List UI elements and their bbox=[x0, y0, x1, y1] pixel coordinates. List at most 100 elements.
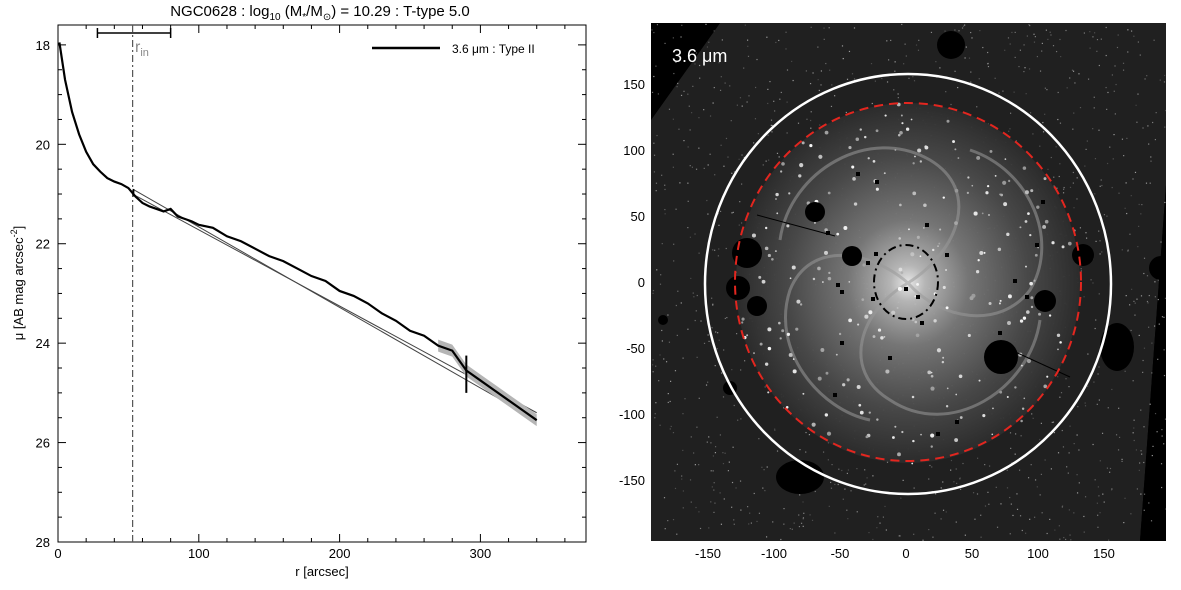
noise-speck bbox=[712, 455, 715, 457]
star-knot bbox=[826, 431, 832, 436]
noise-speck bbox=[691, 166, 693, 168]
noise-speck bbox=[711, 327, 713, 329]
star-knot bbox=[775, 198, 777, 200]
noise-speck bbox=[964, 24, 966, 26]
noise-speck bbox=[753, 492, 755, 495]
noise-speck bbox=[1057, 376, 1059, 378]
star-knot bbox=[901, 430, 904, 434]
star-knot bbox=[775, 192, 779, 197]
noise-speck bbox=[707, 381, 709, 383]
noise-speck bbox=[822, 451, 825, 453]
star-knot bbox=[1023, 397, 1026, 400]
noise-speck bbox=[718, 62, 720, 64]
image-x-tick-label: 100 bbox=[1027, 546, 1049, 561]
noise-speck bbox=[693, 452, 695, 454]
noise-speck bbox=[954, 70, 956, 72]
noise-speck bbox=[1134, 302, 1136, 304]
star-knot bbox=[852, 177, 856, 181]
star-knot bbox=[910, 118, 913, 121]
noise-speck bbox=[834, 532, 836, 534]
noise-speck bbox=[1015, 140, 1017, 142]
star-knot bbox=[979, 250, 984, 255]
noise-speck bbox=[1121, 458, 1123, 460]
noise-speck bbox=[1149, 182, 1151, 184]
noise-speck bbox=[663, 358, 665, 360]
image-blank-corner bbox=[651, 23, 720, 120]
star-knot bbox=[892, 436, 895, 439]
noise-speck bbox=[695, 506, 697, 509]
noise-speck bbox=[1121, 138, 1124, 140]
noise-speck bbox=[996, 526, 999, 528]
noise-speck bbox=[743, 156, 745, 159]
noise-speck bbox=[1074, 82, 1076, 84]
noise-speck bbox=[1051, 421, 1053, 424]
star-knot bbox=[858, 403, 862, 407]
star-knot bbox=[966, 191, 970, 194]
noise-speck bbox=[1126, 212, 1128, 215]
noise-speck bbox=[713, 511, 715, 513]
star-knot bbox=[842, 383, 846, 387]
star-knot bbox=[774, 250, 777, 253]
star-knot bbox=[930, 445, 933, 448]
noise-speck bbox=[1097, 486, 1099, 488]
star-knot bbox=[780, 170, 783, 173]
noise-speck bbox=[756, 520, 758, 523]
star-knot bbox=[967, 333, 971, 338]
noise-speck bbox=[693, 296, 695, 298]
noise-speck bbox=[853, 27, 856, 29]
noise-speck bbox=[682, 413, 684, 415]
noise-speck bbox=[1053, 185, 1055, 187]
noise-speck bbox=[721, 372, 723, 374]
star-knot bbox=[788, 192, 791, 195]
noise-speck bbox=[743, 67, 745, 69]
noise-speck bbox=[668, 108, 671, 110]
y-tick-label: 20 bbox=[36, 137, 50, 152]
star-knot bbox=[884, 114, 887, 117]
noise-speck bbox=[1098, 399, 1100, 401]
noise-speck bbox=[692, 292, 694, 294]
noise-speck bbox=[732, 446, 734, 448]
noise-speck bbox=[731, 506, 733, 508]
noise-speck bbox=[724, 317, 726, 320]
noise-speck bbox=[935, 493, 937, 495]
fit-line-2 bbox=[132, 188, 537, 421]
noise-speck bbox=[1084, 165, 1086, 167]
noise-speck bbox=[732, 211, 734, 213]
star-knot bbox=[1006, 395, 1009, 398]
noise-speck bbox=[1097, 526, 1099, 528]
noise-speck bbox=[908, 77, 910, 79]
noise-speck bbox=[683, 90, 685, 92]
star-knot bbox=[767, 346, 772, 351]
star-knot bbox=[897, 286, 902, 291]
noise-speck bbox=[830, 481, 832, 484]
noise-speck bbox=[699, 527, 702, 530]
noise-speck bbox=[712, 304, 714, 306]
noise-speck bbox=[1096, 50, 1098, 52]
noise-speck bbox=[872, 475, 874, 477]
noise-speck bbox=[958, 30, 960, 32]
noise-speck bbox=[1063, 536, 1065, 539]
star-knot bbox=[789, 277, 792, 280]
noise-speck bbox=[689, 236, 692, 238]
noise-speck bbox=[1096, 502, 1098, 504]
noise-speck bbox=[698, 64, 701, 67]
noise-speck bbox=[799, 448, 801, 451]
noise-speck bbox=[970, 31, 972, 34]
noise-speck bbox=[1165, 508, 1166, 510]
noise-speck bbox=[653, 142, 655, 144]
noise-speck bbox=[874, 80, 876, 82]
star-knot bbox=[1061, 245, 1065, 249]
legend-label: 3.6 μm : Type II bbox=[452, 42, 535, 56]
noise-speck bbox=[893, 89, 895, 91]
mask-square bbox=[925, 223, 929, 227]
noise-speck bbox=[740, 418, 742, 420]
noise-speck bbox=[703, 109, 705, 111]
noise-speck bbox=[695, 52, 698, 54]
noise-speck bbox=[819, 124, 821, 126]
x-axis-label: r [arcsec] bbox=[295, 564, 348, 579]
noise-speck bbox=[944, 30, 946, 32]
noise-speck bbox=[1098, 366, 1100, 368]
noise-speck bbox=[1164, 126, 1166, 128]
noise-speck bbox=[653, 171, 656, 173]
noise-speck bbox=[1009, 128, 1011, 130]
